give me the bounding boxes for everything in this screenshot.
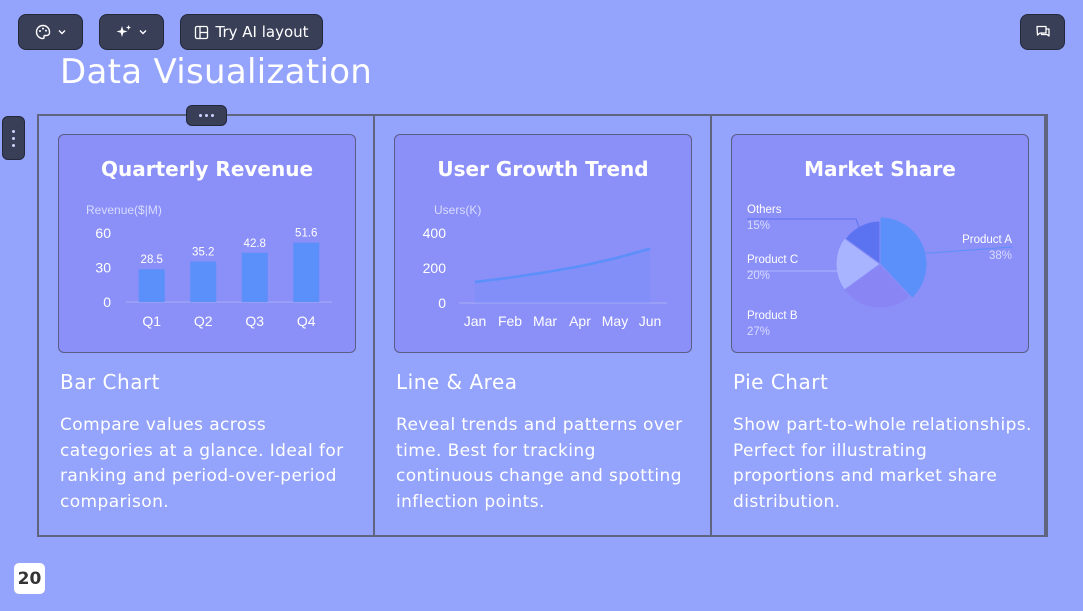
slice-label: Product B bbox=[747, 310, 798, 322]
block-drag-handle[interactable] bbox=[186, 105, 227, 126]
x-tick-label: Jan bbox=[464, 313, 487, 329]
area-chart-card[interactable]: User Growth Trend Users(K) 0 200 400 Jan Feb M… bbox=[394, 134, 692, 353]
slice-label: Product C bbox=[747, 254, 798, 266]
bar-chart: Revenue($|M) 0 30 60 28.5 Q1 35.2 Q2 42.8 Q3 51.6 Q… bbox=[86, 203, 332, 329]
section-heading[interactable]: Bar Chart bbox=[60, 370, 161, 394]
ai-menu-button[interactable] bbox=[99, 14, 164, 50]
palette-icon bbox=[35, 24, 50, 40]
section-description[interactable]: Show part-to-whole relationships. Perfec… bbox=[733, 415, 1032, 512]
y-tick-label: 0 bbox=[438, 295, 446, 311]
leader-line bbox=[925, 246, 1013, 254]
x-tick-label: Q2 bbox=[194, 313, 213, 329]
sparkles-icon bbox=[116, 25, 131, 37]
try-ai-layout-button[interactable]: Try AI layout bbox=[180, 14, 323, 50]
bar bbox=[241, 252, 268, 302]
bar-chart-card[interactable]: Quarterly Revenue Revenue($|M) 0 30 60 28.5 Q… bbox=[58, 134, 356, 353]
page-title[interactable]: Data Visualization bbox=[60, 52, 373, 92]
column-pie-chart[interactable]: Market Share Product A 38% Product B 27% Pro… bbox=[712, 116, 1046, 535]
y-tick-label: 200 bbox=[423, 260, 447, 276]
section-heading[interactable]: Line & Area bbox=[396, 370, 518, 394]
data-label: 28.5 bbox=[141, 254, 163, 266]
section-description[interactable]: Compare values across categories at a gl… bbox=[60, 415, 344, 512]
chevron-down-icon bbox=[58, 30, 65, 35]
column-bar-chart[interactable]: Quarterly Revenue Revenue($|M) 0 30 60 28.5 Q… bbox=[39, 116, 375, 535]
y-axis-label: Users(K) bbox=[434, 203, 481, 217]
column-line-area[interactable]: User Growth Trend Users(K) 0 200 400 Jan Feb M… bbox=[375, 116, 712, 535]
bar bbox=[138, 269, 165, 302]
slice-percent: 38% bbox=[989, 250, 1012, 262]
x-tick-label: Jun bbox=[639, 313, 662, 329]
area-chart: Users(K) 0 200 400 Jan Feb Mar Apr May Jun bbox=[423, 203, 667, 329]
y-tick-label: 0 bbox=[103, 294, 111, 310]
series-line bbox=[474, 247, 651, 284]
chevron-down-icon bbox=[139, 30, 146, 35]
x-tick-label: Q3 bbox=[245, 313, 264, 329]
leader-line bbox=[747, 218, 862, 234]
bar bbox=[293, 242, 320, 302]
slice-percent: 15% bbox=[747, 220, 770, 232]
layout-icon bbox=[195, 25, 209, 39]
x-tick-label: Apr bbox=[569, 313, 591, 329]
content-grid: Quarterly Revenue Revenue($|M) 0 30 60 28.5 Q… bbox=[37, 114, 1048, 537]
data-label: 35.2 bbox=[192, 247, 214, 259]
x-tick-label: Mar bbox=[533, 313, 557, 329]
slice-percent: 27% bbox=[747, 326, 770, 338]
pie-slice bbox=[844, 220, 881, 265]
chart-title: Market Share bbox=[804, 157, 956, 181]
pie-slice bbox=[879, 216, 928, 299]
chart-title: Quarterly Revenue bbox=[100, 157, 314, 181]
chart-title: User Growth Trend bbox=[437, 157, 649, 181]
data-label: 42.8 bbox=[244, 238, 266, 250]
theme-menu-button[interactable] bbox=[18, 14, 83, 50]
comments-button[interactable] bbox=[1020, 14, 1065, 50]
section-description[interactable]: Reveal trends and patterns over time. Be… bbox=[396, 415, 683, 512]
pie-slice bbox=[843, 263, 911, 309]
x-tick-label: Q4 bbox=[297, 313, 316, 329]
bar bbox=[190, 261, 217, 302]
slice-label: Others bbox=[747, 204, 782, 216]
page-number: 20 bbox=[14, 563, 45, 594]
y-tick-label: 30 bbox=[95, 260, 111, 276]
try-ai-layout-label: Try AI layout bbox=[215, 23, 309, 41]
side-drag-handle[interactable] bbox=[2, 116, 25, 160]
slice-percent: 20% bbox=[747, 270, 770, 282]
y-axis-label: Revenue($|M) bbox=[86, 203, 162, 217]
x-tick-label: Feb bbox=[498, 313, 522, 329]
y-tick-label: 400 bbox=[423, 225, 447, 241]
pie-slice bbox=[835, 237, 881, 291]
pie-chart: Product A 38% Product B 27% Product C 20% Othe… bbox=[747, 204, 1013, 338]
x-tick-label: Q1 bbox=[142, 313, 161, 329]
pie-chart-card[interactable]: Market Share Product A 38% Product B 27% Pro… bbox=[731, 134, 1029, 353]
data-label: 51.6 bbox=[295, 228, 317, 240]
x-tick-label: May bbox=[602, 313, 628, 329]
slice-label: Product A bbox=[962, 234, 1012, 246]
section-heading[interactable]: Pie Chart bbox=[733, 370, 829, 394]
area-fill bbox=[475, 248, 650, 303]
comment-icon bbox=[1035, 25, 1050, 37]
y-tick-label: 60 bbox=[95, 225, 111, 241]
